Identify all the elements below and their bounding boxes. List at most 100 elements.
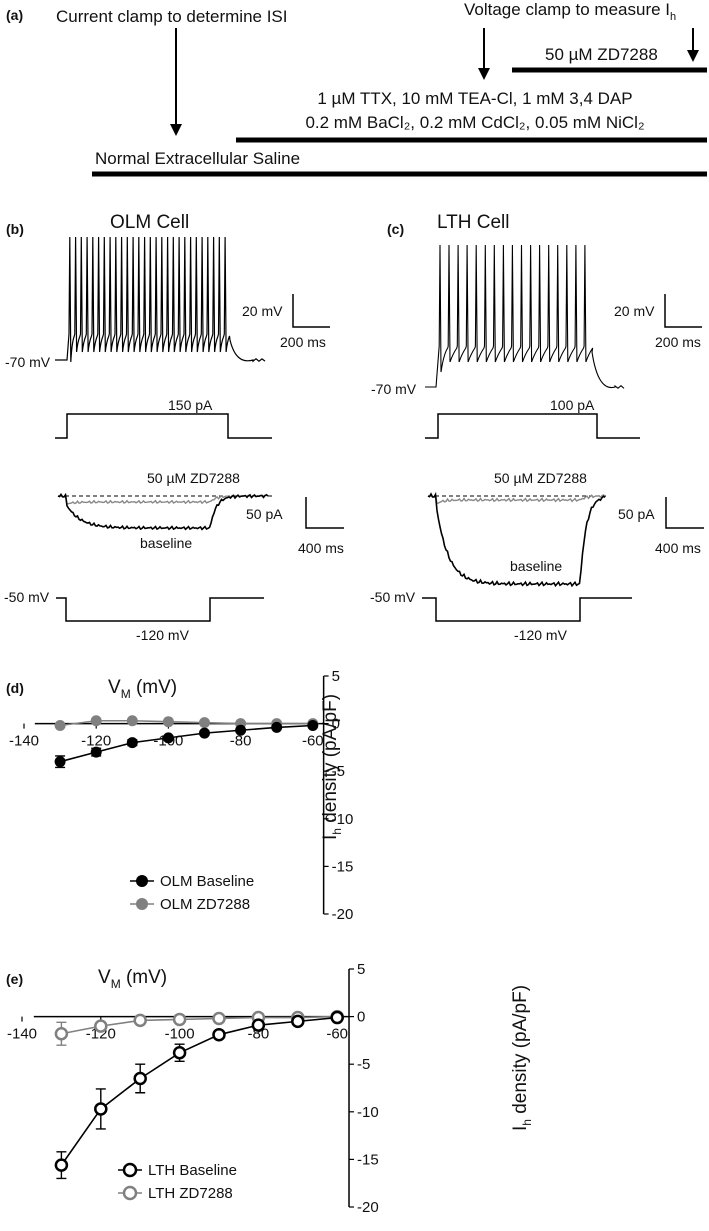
data-point (54, 720, 66, 732)
blockers-line-1: 1 µM TTX, 10 mM TEA-Cl, 1 mM 3,4 DAP (317, 89, 632, 108)
legend-olm-zd7288: OLM ZD7288 (160, 896, 250, 913)
lth-current-clamp-trace (425, 244, 625, 389)
data-point (307, 720, 319, 732)
lth-current-label: 100 pA (550, 397, 595, 413)
lth-scale-bar-1 (664, 294, 702, 328)
olm-rest-label: -70 mV (5, 354, 51, 370)
data-point (90, 715, 102, 727)
olm-zd-trace-label: 50 µM ZD7288 (147, 470, 240, 486)
series-line (59, 719, 313, 727)
olm-scale-v: 20 mV (242, 303, 283, 319)
lth-zd-trace-label: 50 µM ZD7288 (494, 470, 587, 486)
legend-lth-baseline: LTH Baseline (148, 1162, 237, 1179)
legend-marker-olm-zd7288 (136, 898, 148, 910)
data-point (291, 1014, 305, 1029)
chart-e-x-tick: -80 (248, 1026, 270, 1043)
saline-label: Normal Extracellular Saline (95, 149, 300, 168)
data-point (94, 1019, 108, 1033)
lth-baseline-label: baseline (510, 558, 562, 574)
olm-step-label: -120 mV (136, 627, 190, 643)
data-point (172, 1046, 187, 1060)
legend-marker-lth-zd7288 (122, 1185, 138, 1201)
panel-b-label: (b) (6, 221, 24, 237)
olm-scale-i: 50 pA (246, 506, 283, 522)
olm-current-clamp-trace (55, 236, 266, 363)
current-clamp-label: Current clamp to determine ISI (56, 7, 287, 26)
chart-e-y-tick: -5 (357, 1056, 370, 1073)
series-0 (54, 720, 319, 769)
chart-e-xlabel: VM (mV) (98, 967, 167, 991)
chart-d-y-tick: -20 (332, 906, 354, 923)
chart-e-y-tick: 0 (357, 1009, 365, 1026)
olm-voltage-step (56, 597, 264, 622)
data-point (199, 717, 210, 729)
chart-d-xlabel: VM (mV) (108, 677, 177, 701)
data-point (162, 716, 174, 728)
data-point (199, 727, 210, 739)
lth-cell-title: LTH Cell (437, 212, 510, 233)
data-point (212, 1027, 226, 1042)
lth-hold-label: -50 mV (370, 589, 416, 605)
chart-d-y-tick: -15 (332, 858, 354, 875)
lth-baseline-trace (427, 491, 606, 588)
chart-e-x-tick: -140 (7, 1026, 37, 1043)
legend-marker-lth-baseline (122, 1162, 138, 1178)
zd7288-label: 50 µM ZD7288 (545, 45, 658, 64)
chart-d-x-tick: -60 (302, 733, 324, 750)
panel-a-label: (a) (6, 7, 23, 23)
chart-d-ylabel: Ih density (pA/pF) (320, 694, 344, 840)
chart-d-x-tick: -120 (81, 733, 111, 750)
chart-d-y-tick: -5 (332, 763, 345, 780)
arrow-ih (687, 28, 699, 62)
series-line (59, 724, 313, 763)
data-point (271, 721, 283, 733)
data-point (162, 732, 174, 744)
data-point (212, 1011, 226, 1026)
chart-d-legend: OLM Baseline OLM ZD7288 (130, 873, 254, 913)
chart-e-y-ticks: 5 0 -5 -10 -15 -20 (349, 961, 379, 1216)
olm-scale-t2: 400 ms (298, 540, 344, 556)
lth-scale-bar-2 (665, 497, 704, 529)
chart-d-y-tick: 5 (332, 668, 340, 685)
legend-olm-baseline: OLM Baseline (160, 873, 254, 890)
olm-baseline-trace (57, 492, 269, 531)
data-point (126, 737, 138, 749)
chart-e-lth-iv: (e) VM (mV) Ih density (pA/pF) -140 -120… (6, 961, 534, 1216)
chart-e-legend: LTH Baseline LTH ZD7288 (118, 1162, 237, 1202)
chart-e-x-ticks: -140 -120 -100 -80 -60 (7, 1016, 348, 1043)
chart-e-x-tick: -60 (326, 1026, 348, 1043)
panel-c-label: (c) (387, 221, 404, 237)
data-point (54, 1026, 69, 1041)
panel-a: (a) Current clamp to determine ISI Volta… (6, 0, 707, 177)
olm-cell-title: OLM Cell (110, 212, 189, 233)
arrow-current-clamp (170, 28, 182, 136)
chart-d-y-tick: -10 (332, 811, 354, 828)
chart-d-y-ticks: 5 0 -5 -10 -15 -20 (323, 668, 354, 923)
data-point (235, 724, 247, 736)
chart-d-panel-label: (d) (6, 680, 24, 696)
olm-current-label: 150 pA (168, 397, 213, 413)
lth-scale-t1: 200 ms (655, 334, 701, 350)
chart-e-marks (54, 1009, 344, 1180)
series-0 (54, 1010, 344, 1180)
chart-e-panel-label: (e) (6, 971, 23, 987)
chart-d-olm-iv: (d) VM (mV) Ih density (pA/pF) -140 -120… (6, 668, 353, 923)
data-point (172, 1012, 187, 1027)
chart-e-x-tick: -100 (165, 1026, 195, 1043)
chart-e-ylabel: Ih density (pA/pF) (510, 985, 534, 1131)
chart-e-y-tick: 5 (357, 961, 365, 978)
chart-d-x-ticks: -140 -120 -100 -80 -60 (9, 723, 324, 750)
lth-current-step (425, 413, 640, 439)
chart-e-y-tick: -10 (357, 1104, 379, 1121)
data-point (90, 746, 102, 758)
lth-zd7288-trace (427, 493, 606, 505)
legend-lth-zd7288: LTH ZD7288 (148, 1185, 233, 1202)
data-point (330, 1010, 344, 1025)
chart-e-y-tick: -20 (357, 1199, 379, 1216)
panel-c: (c) LTH Cell -70 mV 100 pA 20 mV 200 ms … (370, 212, 704, 643)
chart-e-y-tick: -15 (357, 1151, 379, 1168)
data-point (94, 1102, 108, 1116)
panel-b: (b) OLM Cell -70 mV 150 pA 20 mV 200 ms … (4, 212, 344, 643)
data-point (133, 1071, 147, 1086)
